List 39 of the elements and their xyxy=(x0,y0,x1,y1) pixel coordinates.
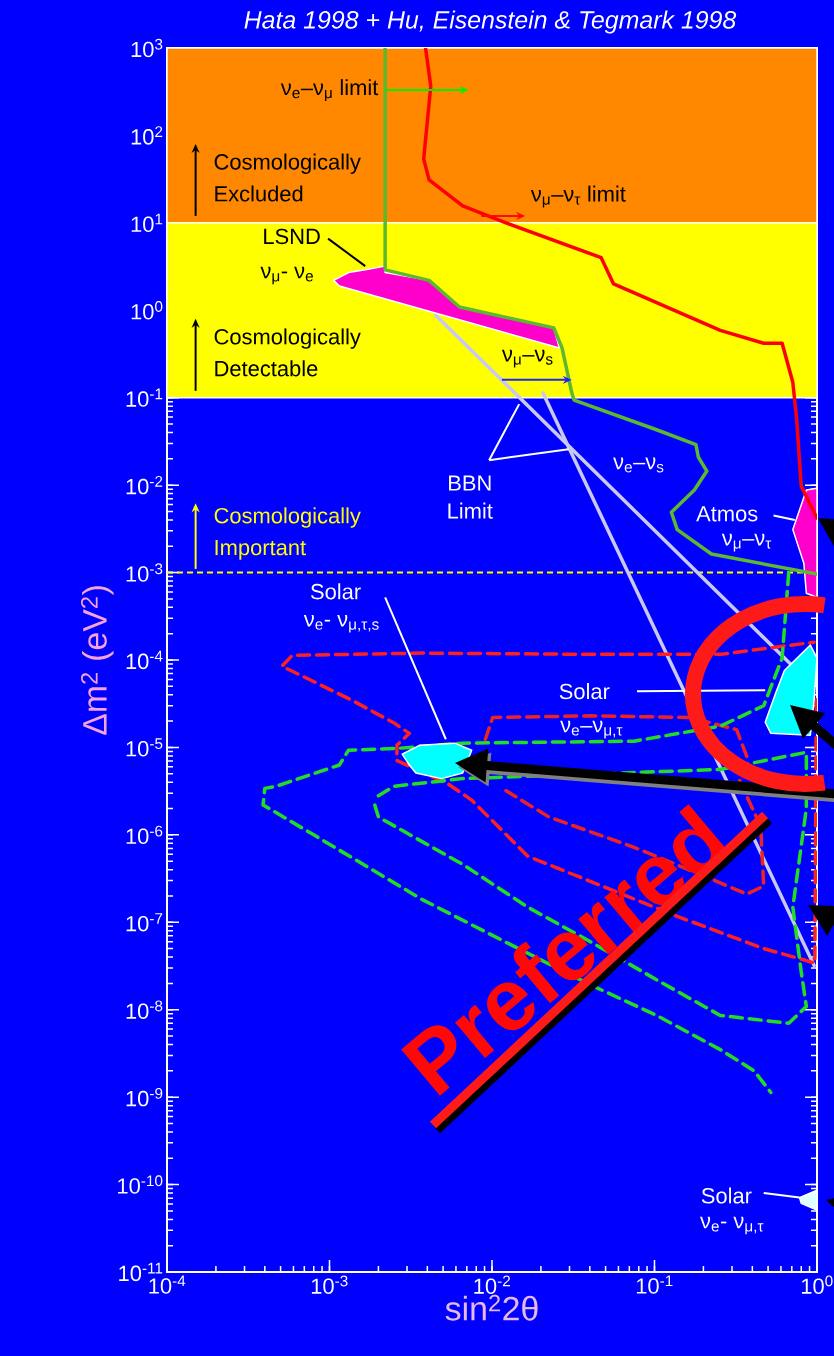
x-axis-title: sin$^{2}$2θ xyxy=(445,1294,538,1321)
annotation: Solar xyxy=(701,1187,752,1204)
y-tick-label: 10$^{-6}$ xyxy=(126,825,163,845)
annotation: ν$_{μ}$–ν$_{τ}$ limit xyxy=(530,185,626,208)
annotation: Solar xyxy=(559,683,610,700)
annotation: ν$_{e}$–ν$_{μ}$ limit xyxy=(280,79,379,102)
x-tick-label: 10$^{-1}$ xyxy=(636,1275,673,1294)
y-tick-label: 10$^{0}$ xyxy=(131,301,163,320)
y-tick-label: 10$^{-5}$ xyxy=(126,738,163,757)
annotation: ν$_{e}$–ν$_{μ,τ}$ xyxy=(560,720,623,739)
annotation: LSND xyxy=(264,228,320,245)
band-label: Cosmologically Detectable xyxy=(214,328,361,377)
annotation: ν$_{e}$–ν$_{s}$ xyxy=(613,457,664,473)
x-tick-label: 10$^{-2}$ xyxy=(474,1275,510,1294)
y-tick-label: 10$^{2}$ xyxy=(131,126,163,145)
y-tick-label: 10$^{1}$ xyxy=(131,213,163,232)
y-tick-label: 10$^{-2}$ xyxy=(126,475,163,495)
annotation: ν$_{μ}$–ν$_{s}$ xyxy=(501,349,553,368)
y-tick-label: 10$^{-10}$ xyxy=(118,1175,163,1194)
x-tick-label: 10$^{-3}$ xyxy=(311,1275,348,1294)
legend-label: Cosmologically Important xyxy=(214,507,361,560)
y-tick-label: 10$^{-9}$ xyxy=(126,1087,163,1107)
y-tick-label: 10$^{3}$ xyxy=(131,38,163,58)
annotation: ν$_{μ}$- ν$_{e}$ xyxy=(260,266,313,285)
y-tick-label: 10$^{-4}$ xyxy=(126,650,163,670)
y-tick-label: 10$^{-3}$ xyxy=(126,563,163,582)
annotation: ν$_{μ}$–ν$_{τ}$ xyxy=(721,533,772,552)
y-tick-label: 10$^{-8}$ xyxy=(126,1000,163,1019)
annotation: Solar xyxy=(310,583,361,600)
y-tick-label: 10$^{-1}$ xyxy=(126,388,163,407)
y-axis-title: Δm$^{2}$ (eV$^{2}$) xyxy=(81,586,114,735)
annotation: BBN Limit xyxy=(448,475,493,519)
y-tick-label: 10$^{-7}$ xyxy=(126,913,163,932)
annotation: Atmos xyxy=(696,506,758,522)
band-label: Cosmologically Excluded xyxy=(214,153,361,202)
x-tick-label: 10$^{0}$ xyxy=(801,1275,833,1294)
annotation: ν$_{e}$- ν$_{μ,τ}$ xyxy=(700,1216,764,1235)
chart-title: Hata 1998 + Hu, Eisenstein & Tegmark 1998 xyxy=(244,10,737,34)
annotation: ν$_{e}$- ν$_{μ,τ,s}$ xyxy=(303,614,379,633)
